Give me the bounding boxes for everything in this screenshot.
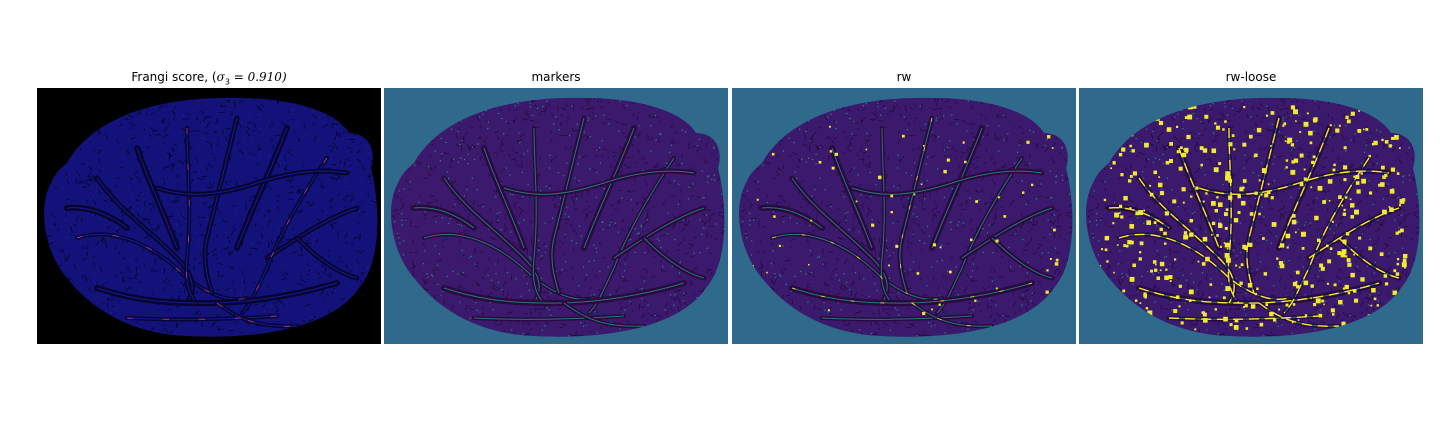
panel-title-markers: markers	[531, 70, 581, 84]
panel-rw-image	[732, 88, 1076, 344]
rw-loose-image	[1079, 88, 1423, 344]
panel-rw-loose-image	[1079, 88, 1423, 344]
panel-frangi-image	[37, 88, 381, 344]
sigma-symbol: σ	[216, 70, 225, 84]
vessel-texture	[739, 97, 1073, 337]
panel-markers-image	[384, 88, 728, 344]
panel-title-frangi: Frangi score, (σ3 = 0.910)	[131, 70, 287, 87]
panel-title-rw: rw	[896, 70, 912, 84]
vessel-texture	[391, 97, 725, 337]
rw-image	[732, 88, 1076, 344]
markers-image	[384, 88, 728, 344]
frangi-score-image	[37, 88, 381, 344]
panel-title-rw-loose: rw-loose	[1225, 70, 1277, 84]
